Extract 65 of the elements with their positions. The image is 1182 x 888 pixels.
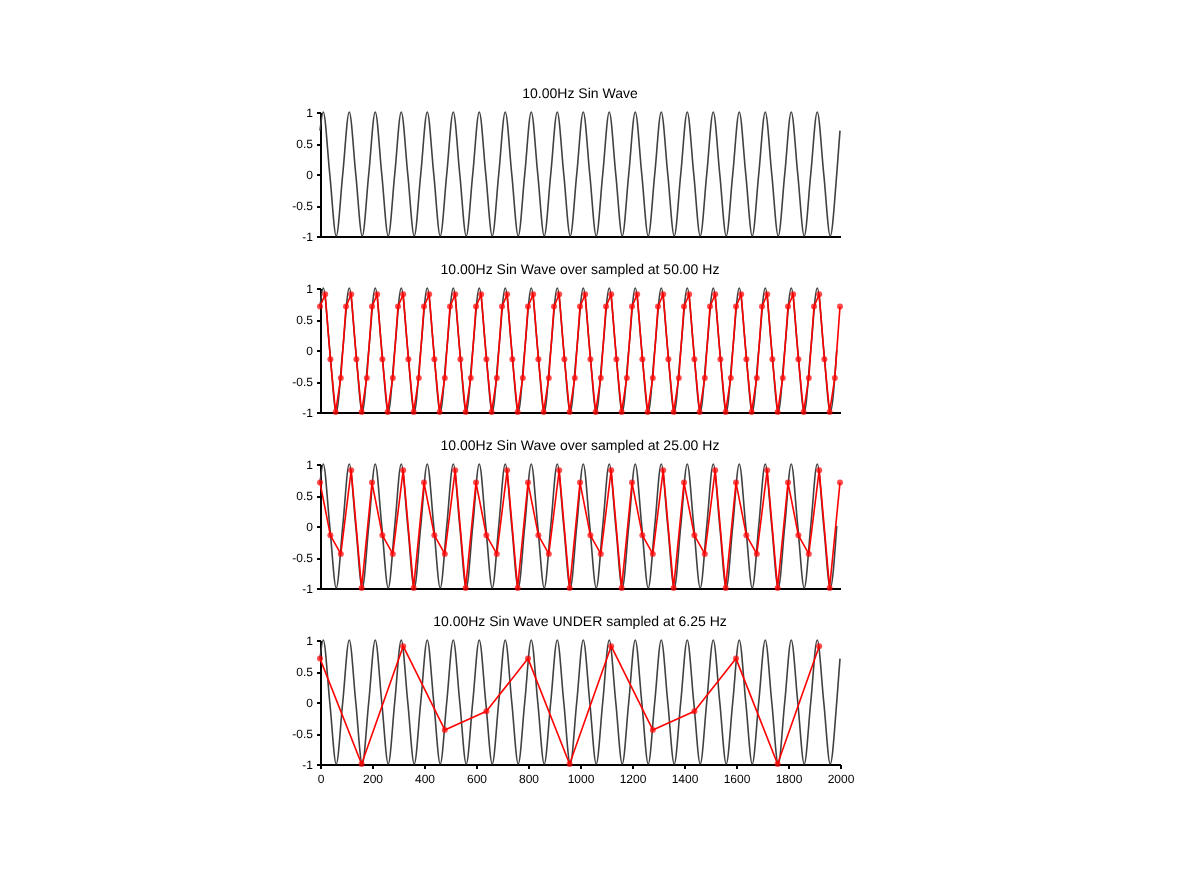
point bbox=[805, 550, 812, 557]
point bbox=[379, 532, 386, 539]
point bbox=[566, 761, 573, 767]
point bbox=[317, 655, 323, 662]
point bbox=[389, 550, 396, 557]
point bbox=[452, 467, 459, 474]
point bbox=[826, 585, 833, 591]
point bbox=[681, 479, 687, 486]
point bbox=[733, 479, 739, 486]
point bbox=[837, 479, 843, 486]
point bbox=[816, 467, 823, 474]
point bbox=[545, 550, 552, 557]
point bbox=[712, 467, 719, 474]
point bbox=[327, 532, 334, 539]
point bbox=[701, 550, 708, 557]
point bbox=[535, 532, 542, 539]
point bbox=[753, 550, 760, 557]
point bbox=[691, 532, 698, 539]
point bbox=[597, 550, 604, 557]
point bbox=[587, 532, 594, 539]
point bbox=[785, 479, 791, 486]
point bbox=[525, 479, 531, 486]
point bbox=[764, 467, 771, 474]
point bbox=[410, 585, 417, 591]
point bbox=[525, 655, 531, 662]
point bbox=[473, 479, 479, 486]
point bbox=[504, 467, 511, 474]
point bbox=[774, 585, 781, 591]
point bbox=[774, 761, 781, 767]
point bbox=[337, 550, 344, 557]
point bbox=[483, 532, 490, 539]
point bbox=[629, 479, 635, 486]
point bbox=[577, 479, 583, 486]
point bbox=[441, 550, 448, 557]
point bbox=[556, 467, 563, 474]
point bbox=[743, 532, 750, 539]
point bbox=[421, 479, 427, 486]
point bbox=[639, 532, 646, 539]
point bbox=[618, 585, 625, 591]
line-series bbox=[319, 111, 841, 237]
point bbox=[358, 761, 365, 767]
point bbox=[317, 479, 323, 486]
point bbox=[608, 467, 615, 474]
point bbox=[722, 585, 729, 591]
point bbox=[649, 550, 656, 557]
point bbox=[441, 726, 448, 733]
point bbox=[566, 585, 573, 591]
point bbox=[608, 643, 615, 650]
point bbox=[816, 643, 823, 650]
point bbox=[733, 655, 739, 662]
point bbox=[400, 643, 407, 650]
point bbox=[369, 479, 375, 486]
point bbox=[670, 585, 677, 591]
point bbox=[348, 467, 355, 474]
point bbox=[483, 708, 490, 715]
point bbox=[691, 708, 698, 715]
point bbox=[649, 726, 656, 733]
point bbox=[660, 467, 667, 474]
point bbox=[493, 550, 500, 557]
point bbox=[462, 585, 469, 591]
point bbox=[358, 585, 365, 591]
point bbox=[431, 532, 438, 539]
point bbox=[400, 467, 407, 474]
point bbox=[795, 532, 802, 539]
point bbox=[514, 585, 521, 591]
